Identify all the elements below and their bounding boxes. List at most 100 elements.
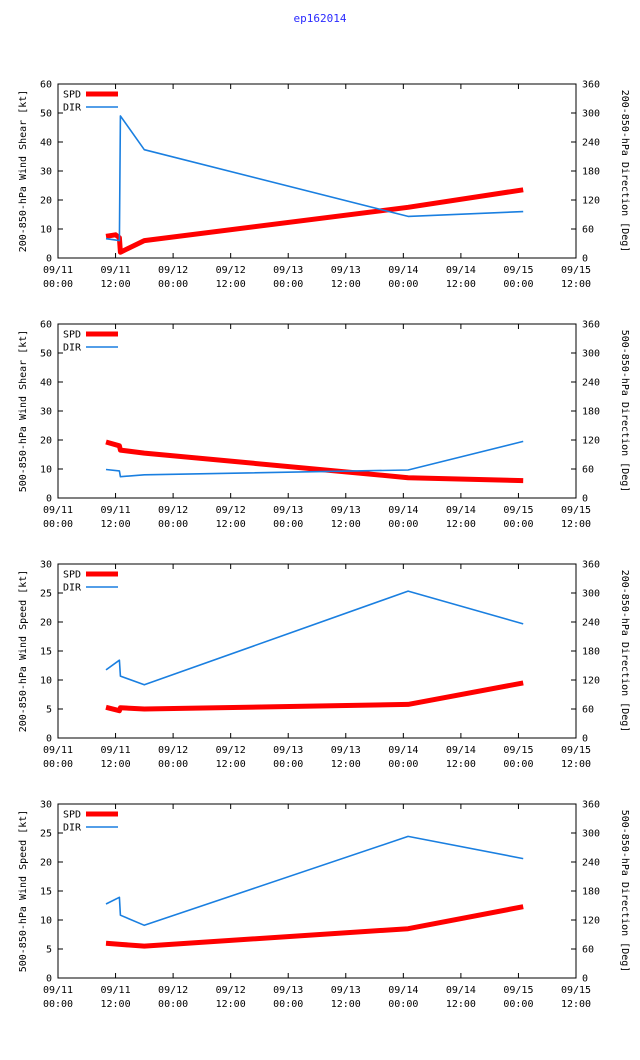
y2-tick-label: 60	[582, 945, 594, 956]
y-tick-label: 25	[40, 589, 52, 600]
plot-frame	[57, 803, 577, 979]
x-tick-label-time: 12:00	[331, 999, 361, 1010]
x-tick-label-time: 00:00	[503, 759, 533, 770]
x-tick-label-time: 12:00	[216, 279, 246, 290]
y2-tick-label: 120	[582, 916, 600, 927]
x-tick-label-time: 12:00	[101, 519, 131, 530]
x-tick-label-time: 00:00	[388, 279, 418, 290]
x-tick-label-date: 09/15	[503, 985, 533, 996]
y2-tick-label: 180	[582, 887, 600, 898]
y-tick-label: 40	[40, 138, 52, 149]
y2-tick-label: 120	[582, 676, 600, 687]
y-tick-label: 20	[40, 618, 52, 629]
x-tick-label-date: 09/11	[101, 265, 131, 276]
x-tick-label-time: 12:00	[561, 999, 591, 1010]
x-tick-label-time: 12:00	[101, 999, 131, 1010]
x-tick-label-time: 00:00	[273, 759, 303, 770]
legend-label-dir: DIR	[63, 823, 82, 834]
y-tick-label: 10	[40, 676, 52, 687]
x-tick-label-date: 09/15	[561, 265, 591, 276]
y2-tick-label: 240	[582, 138, 600, 149]
y2-tick-label: 60	[582, 465, 594, 476]
y2-tick-label: 360	[582, 80, 600, 91]
y-axis-label: 200-850-hPa Wind Speed [kt]	[18, 570, 29, 733]
x-tick-label-date: 09/12	[158, 265, 188, 276]
y2-tick-label: 0	[582, 254, 588, 265]
x-tick-label-date: 09/11	[43, 985, 73, 996]
x-tick-label-time: 00:00	[388, 999, 418, 1010]
y2-tick-label: 300	[582, 589, 600, 600]
x-tick-label-date: 09/14	[388, 745, 418, 756]
x-tick-label-date: 09/15	[561, 985, 591, 996]
y-tick-label: 15	[40, 887, 52, 898]
x-tick-label-date: 09/12	[158, 505, 188, 516]
y-tick-label: 20	[40, 196, 52, 207]
x-tick-label-date: 09/15	[503, 505, 533, 516]
y2-tick-label: 0	[582, 974, 588, 985]
x-tick-label-time: 12:00	[561, 279, 591, 290]
y-tick-label: 0	[46, 734, 52, 745]
y2-tick-label: 240	[582, 378, 600, 389]
y-tick-label: 20	[40, 858, 52, 869]
x-tick-label-date: 09/13	[273, 505, 303, 516]
y2-axis-label: 200-850-hPa Direction [Deg]	[619, 90, 630, 253]
dir-series-line	[105, 835, 524, 927]
y-tick-label: 60	[40, 80, 52, 91]
x-tick-label-date: 09/11	[101, 985, 131, 996]
y2-tick-label: 0	[582, 734, 588, 745]
y-tick-label: 5	[46, 705, 52, 716]
x-tick-label-date: 09/12	[158, 985, 188, 996]
y-tick-label: 15	[40, 647, 52, 658]
x-tick-label-date: 09/15	[503, 265, 533, 276]
legend-label-spd: SPD	[63, 90, 81, 101]
x-tick-label-time: 00:00	[158, 279, 188, 290]
x-tick-label-time: 00:00	[158, 519, 188, 530]
y-tick-label: 50	[40, 109, 52, 120]
y-tick-label: 30	[40, 407, 52, 418]
legend-label-spd: SPD	[63, 330, 81, 341]
x-tick-label-date: 09/14	[446, 505, 476, 516]
x-tick-label-time: 00:00	[43, 519, 73, 530]
legend-label-dir: DIR	[63, 583, 82, 594]
x-tick-label-time: 12:00	[331, 759, 361, 770]
y-tick-label: 0	[46, 254, 52, 265]
y2-tick-label: 300	[582, 829, 600, 840]
x-tick-label-date: 09/14	[388, 985, 418, 996]
x-tick-label-time: 12:00	[561, 519, 591, 530]
y-tick-label: 10	[40, 225, 52, 236]
x-tick-label-date: 09/14	[446, 985, 476, 996]
x-tick-label-time: 00:00	[273, 999, 303, 1010]
y2-tick-label: 300	[582, 109, 600, 120]
legend-label-dir: DIR	[63, 103, 82, 114]
x-tick-label-date: 09/14	[446, 745, 476, 756]
spd-series-line	[105, 439, 524, 484]
x-tick-label-time: 00:00	[43, 759, 73, 770]
y2-tick-label: 120	[582, 196, 600, 207]
y2-tick-label: 300	[582, 349, 600, 360]
y-tick-label: 60	[40, 320, 52, 331]
x-tick-label-date: 09/12	[216, 985, 246, 996]
y2-tick-label: 0	[582, 494, 588, 505]
x-tick-label-date: 09/13	[331, 985, 361, 996]
x-tick-label-time: 00:00	[388, 759, 418, 770]
y-tick-label: 30	[40, 560, 52, 571]
x-tick-label-time: 00:00	[273, 519, 303, 530]
y2-tick-label: 180	[582, 647, 600, 658]
x-tick-label-time: 12:00	[331, 519, 361, 530]
spd-series-line	[105, 187, 524, 255]
y-tick-label: 0	[46, 494, 52, 505]
x-tick-label-time: 00:00	[158, 759, 188, 770]
x-tick-label-date: 09/15	[561, 505, 591, 516]
x-tick-label-time: 12:00	[446, 999, 476, 1010]
y-tick-label: 25	[40, 829, 52, 840]
x-tick-label-date: 09/12	[216, 265, 246, 276]
y-tick-label: 0	[46, 974, 52, 985]
x-tick-label-date: 09/11	[101, 745, 131, 756]
y2-tick-label: 240	[582, 618, 600, 629]
y-tick-label: 10	[40, 465, 52, 476]
x-tick-label-time: 12:00	[101, 279, 131, 290]
dir-series-line	[105, 440, 524, 478]
y2-tick-label: 120	[582, 436, 600, 447]
